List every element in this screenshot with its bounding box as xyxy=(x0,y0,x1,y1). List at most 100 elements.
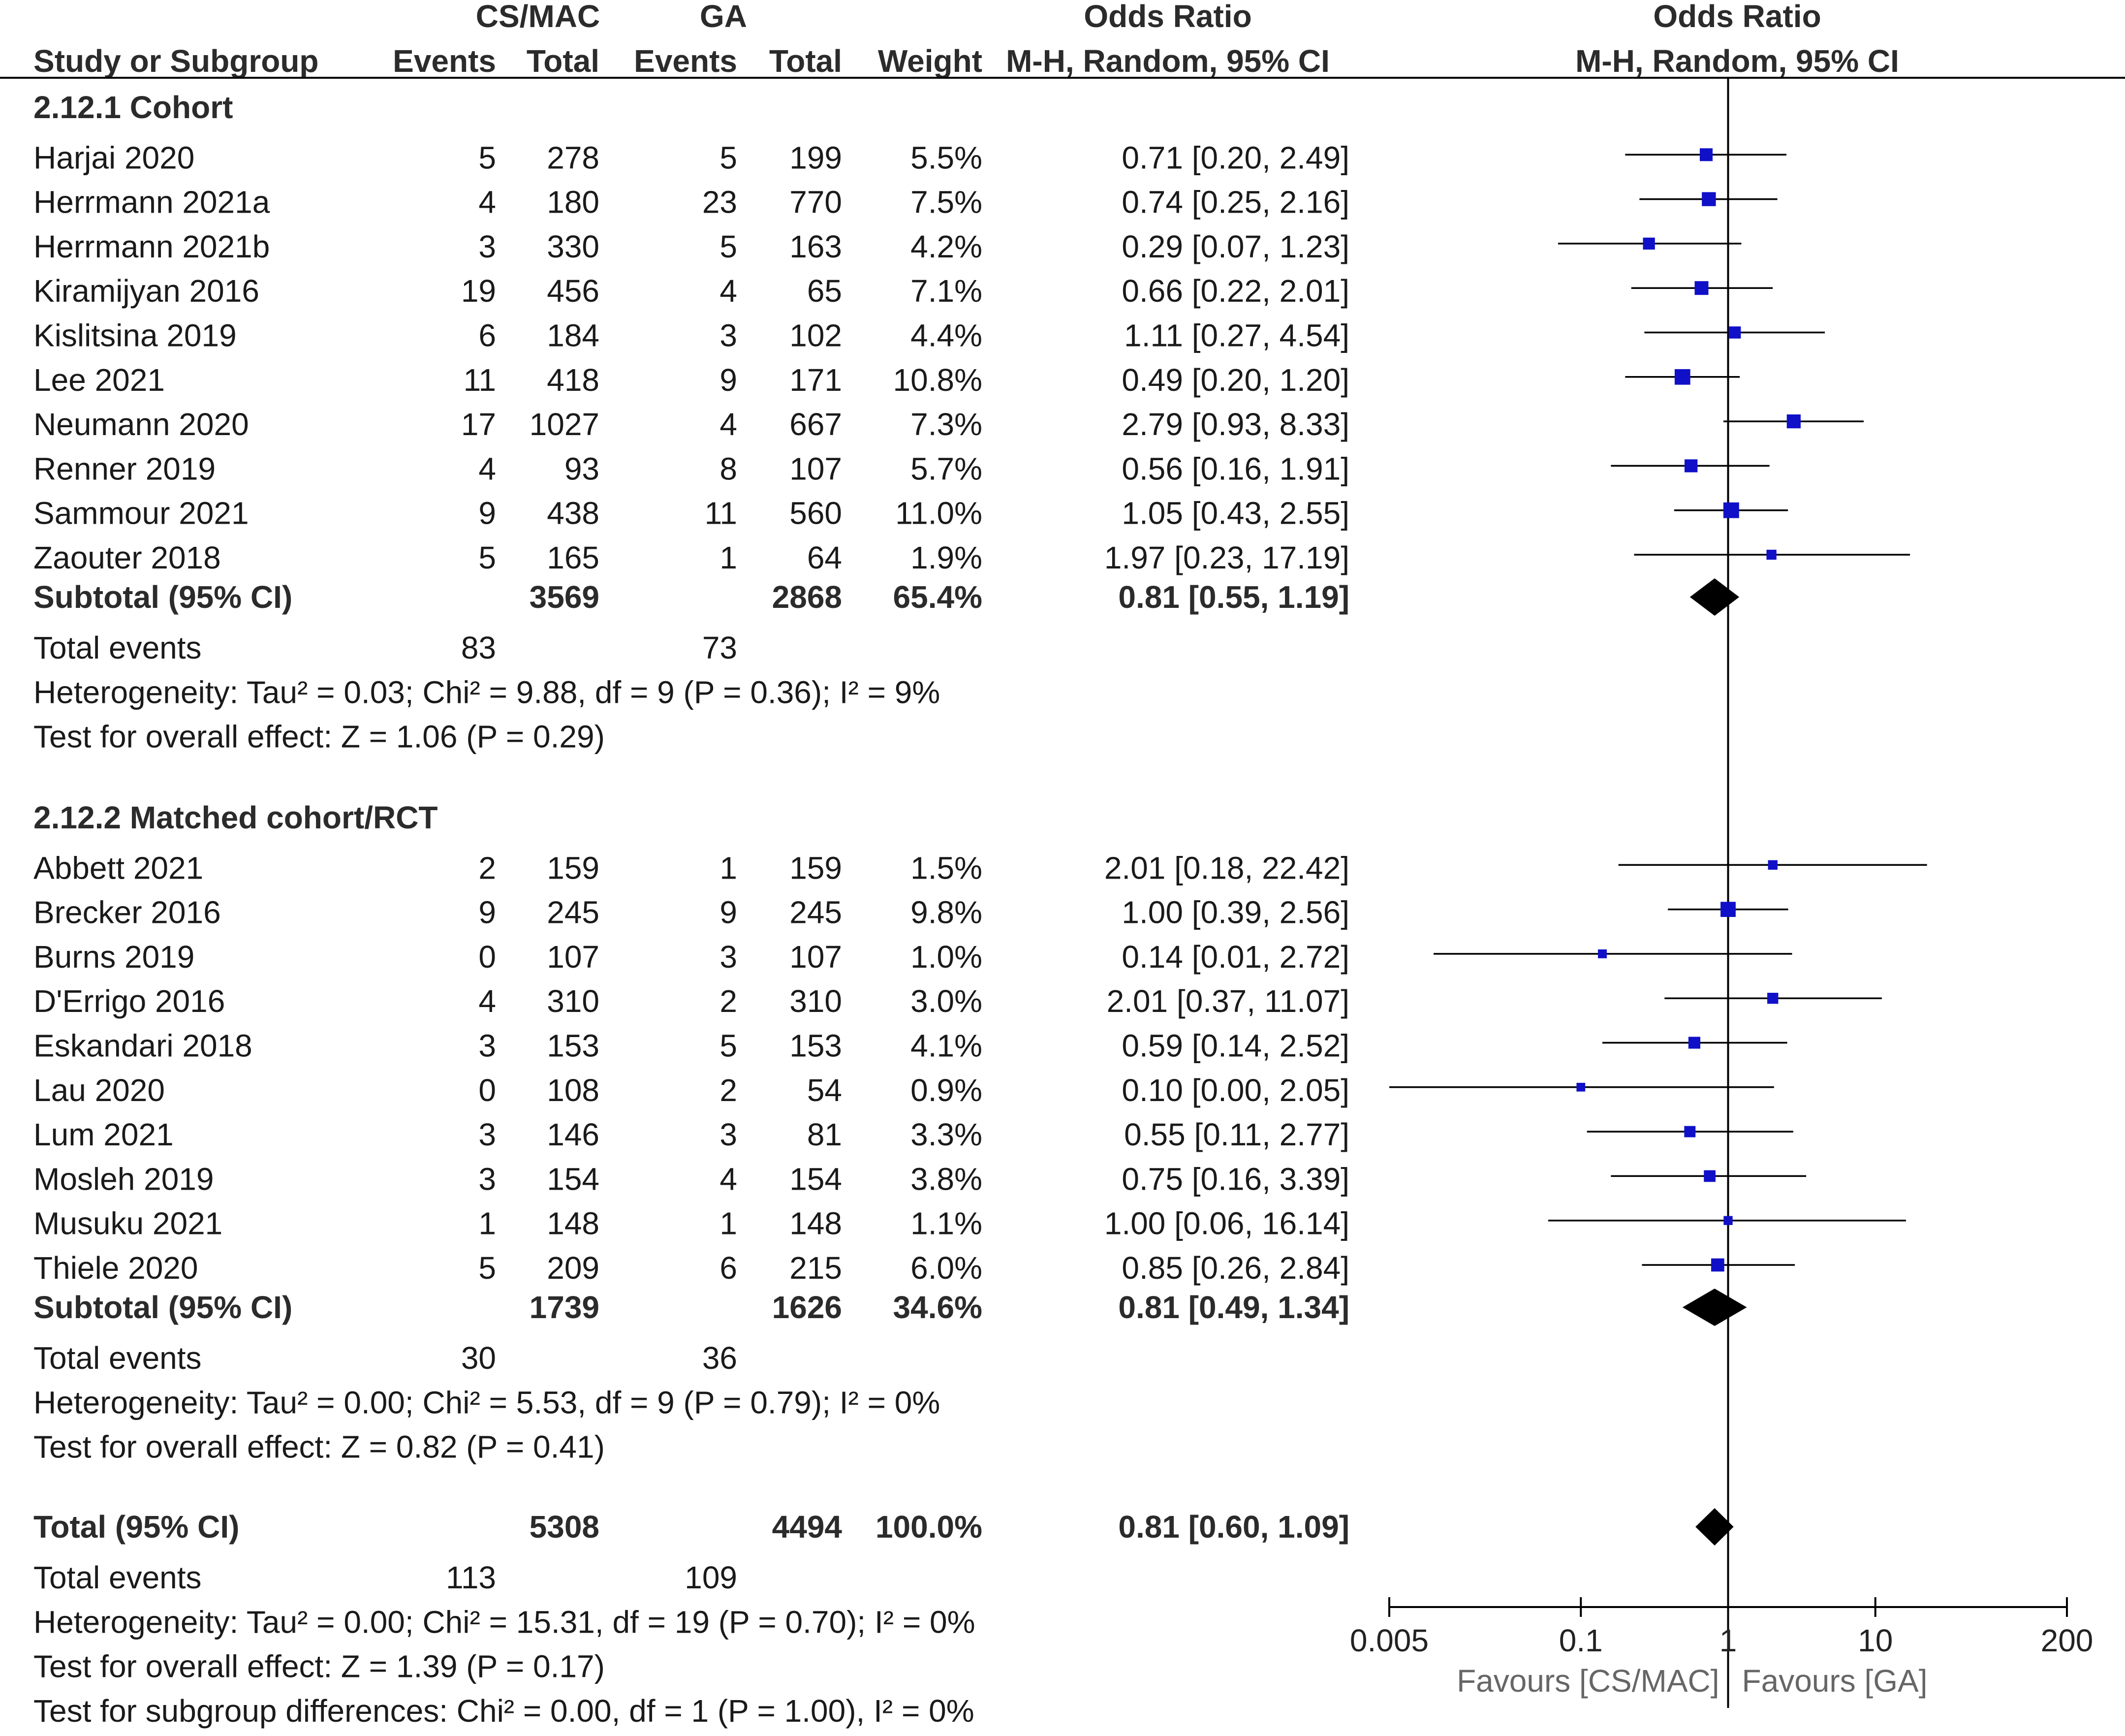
total-2: 667 xyxy=(789,407,842,442)
study-square xyxy=(1699,148,1713,161)
total-2: 199 xyxy=(789,140,842,175)
study-square xyxy=(1694,281,1709,295)
events-1: 9 xyxy=(478,496,496,531)
study-square xyxy=(1674,369,1690,385)
study-square xyxy=(1767,993,1779,1004)
total-1: 278 xyxy=(547,140,599,175)
weight: 4.2% xyxy=(910,229,982,264)
overall-effect-text: Test for overall effect: Z = 0.82 (P = 0… xyxy=(33,1429,605,1465)
study-square xyxy=(1728,326,1741,339)
total-2: 54 xyxy=(807,1073,842,1108)
events-2: 1 xyxy=(719,850,737,885)
study-square xyxy=(1711,1258,1724,1272)
x-tick-label: 10 xyxy=(1858,1623,1893,1658)
header-events-2: Events xyxy=(634,43,737,79)
events-1: 0 xyxy=(478,939,496,975)
events-2: 4 xyxy=(719,407,737,442)
header-group1: CS/MAC xyxy=(476,0,600,34)
overall-total-events-2: 109 xyxy=(685,1560,737,1595)
study-name: Lau 2020 xyxy=(33,1073,165,1108)
events-1: 4 xyxy=(478,451,496,486)
or-ci: 1.11 [0.27, 4.54] xyxy=(1124,318,1349,353)
or-ci: 2.79 [0.93, 8.33] xyxy=(1122,407,1349,442)
heterogeneity-text: Heterogeneity: Tau² = 0.00; Chi² = 5.53,… xyxy=(33,1385,940,1420)
subtotal-weight: 34.6% xyxy=(893,1290,982,1325)
subtotal-total-2: 1626 xyxy=(772,1290,842,1325)
study-name: Musuku 2021 xyxy=(33,1206,222,1241)
weight: 5.5% xyxy=(910,140,982,175)
or-ci: 1.05 [0.43, 2.55] xyxy=(1122,496,1349,531)
events-1: 5 xyxy=(478,1250,496,1286)
weight: 11.0% xyxy=(895,496,982,531)
total-1: 180 xyxy=(547,185,599,220)
total-2: 64 xyxy=(807,540,842,575)
study-name: Sammour 2021 xyxy=(33,496,249,531)
total-1: 154 xyxy=(547,1161,599,1197)
weight: 1.0% xyxy=(910,939,982,975)
total-1: 159 xyxy=(547,850,599,885)
weight: 7.5% xyxy=(910,185,982,220)
total-1: 93 xyxy=(564,451,599,486)
header-plot-method: M-H, Random, 95% CI xyxy=(1575,43,1899,79)
total-events-1: 83 xyxy=(461,630,496,665)
weight: 1.1% xyxy=(910,1206,982,1241)
x-tick-label: 0.005 xyxy=(1350,1623,1429,1658)
total-2: 171 xyxy=(789,362,842,398)
weight: 5.7% xyxy=(910,451,982,486)
or-ci: 0.29 [0.07, 1.23] xyxy=(1122,229,1349,264)
events-2: 3 xyxy=(719,318,737,353)
weight: 1.9% xyxy=(910,540,982,575)
or-ci: 0.10 [0.00, 2.05] xyxy=(1122,1073,1349,1108)
total-events-2: 36 xyxy=(702,1340,737,1376)
events-1: 3 xyxy=(478,1117,496,1152)
total-1: 1027 xyxy=(530,407,599,442)
total-1: 330 xyxy=(547,229,599,264)
events-2: 1 xyxy=(719,1206,737,1241)
weight: 4.4% xyxy=(910,318,982,353)
study-square xyxy=(1702,192,1716,206)
subtotal-or-ci: 0.81 [0.55, 1.19] xyxy=(1118,579,1349,615)
events-2: 2 xyxy=(719,1073,737,1108)
or-ci: 0.85 [0.26, 2.84] xyxy=(1122,1250,1349,1286)
overall-total-events-label: Total events xyxy=(33,1560,202,1595)
or-ci: 1.00 [0.39, 2.56] xyxy=(1122,895,1349,930)
overall-heterogeneity-text: Heterogeneity: Tau² = 0.00; Chi² = 15.31… xyxy=(33,1604,975,1640)
events-2: 4 xyxy=(719,273,737,309)
total-1: 165 xyxy=(547,540,599,575)
total-1: 146 xyxy=(547,1117,599,1152)
x-tick-label: 200 xyxy=(2041,1623,2094,1658)
study-name: Thiele 2020 xyxy=(33,1250,198,1286)
study-name: Herrmann 2021b xyxy=(33,229,270,264)
events-2: 9 xyxy=(719,895,737,930)
total-2: 107 xyxy=(789,939,842,975)
or-ci: 2.01 [0.18, 22.42] xyxy=(1104,850,1349,885)
or-ci: 0.66 [0.22, 2.01] xyxy=(1122,273,1349,309)
or-ci: 0.14 [0.01, 2.72] xyxy=(1122,939,1349,975)
total-1: 108 xyxy=(547,1073,599,1108)
subgroup-title: 2.12.2 Matched cohort/RCT xyxy=(33,800,438,835)
study-name: Harjai 2020 xyxy=(33,140,194,175)
or-ci: 1.97 [0.23, 17.19] xyxy=(1104,540,1349,575)
total-1: 418 xyxy=(547,362,599,398)
total-events-2: 73 xyxy=(702,630,737,665)
total-2: 560 xyxy=(789,496,842,531)
total-1: 209 xyxy=(547,1250,599,1286)
or-ci: 1.00 [0.06, 16.14] xyxy=(1104,1206,1349,1241)
subtotal-label: Subtotal (95% CI) xyxy=(33,579,292,615)
heterogeneity-text: Heterogeneity: Tau² = 0.03; Chi² = 9.88,… xyxy=(33,674,940,710)
events-2: 3 xyxy=(719,939,737,975)
subgroup-title: 2.12.1 Cohort xyxy=(33,90,233,125)
events-1: 6 xyxy=(478,318,496,353)
events-1: 19 xyxy=(461,273,496,309)
subtotal-diamond xyxy=(1682,1289,1747,1326)
overall-effect-total-text: Test for overall effect: Z = 1.39 (P = 0… xyxy=(33,1649,605,1684)
study-name: Burns 2019 xyxy=(33,939,194,975)
events-2: 5 xyxy=(719,140,737,175)
events-2: 1 xyxy=(719,540,737,575)
study-square xyxy=(1688,1037,1701,1049)
header-total-1: Total xyxy=(527,43,599,79)
events-1: 0 xyxy=(478,1073,496,1108)
total-2: 310 xyxy=(789,983,842,1019)
study-name: Mosleh 2019 xyxy=(33,1161,214,1197)
events-2: 9 xyxy=(719,362,737,398)
